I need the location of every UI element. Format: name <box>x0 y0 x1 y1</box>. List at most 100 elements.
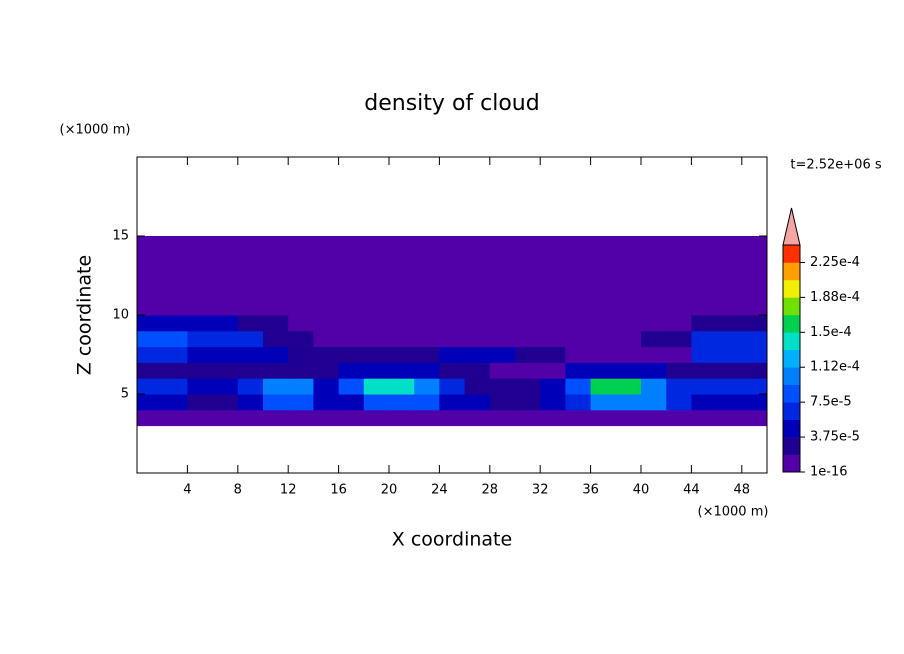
contour-cell <box>439 299 466 316</box>
contour-cell <box>464 299 491 316</box>
contour-cell <box>313 378 340 395</box>
contour-cell <box>565 236 592 253</box>
contour-cell <box>489 299 516 316</box>
x-tick-label: 44 <box>683 483 700 498</box>
contour-cell <box>615 283 642 300</box>
contour-cell <box>666 283 692 300</box>
contour-cell <box>540 283 566 300</box>
contour-cell <box>363 251 390 269</box>
contour-cell <box>615 315 642 332</box>
contour-cell <box>187 299 214 316</box>
contour-cell <box>716 346 743 363</box>
colorbar-band <box>783 402 800 420</box>
contour-cell <box>439 362 466 379</box>
contour-cell <box>666 236 692 253</box>
contour-cell <box>414 362 440 379</box>
contour-cell <box>288 330 314 348</box>
contour-cell <box>212 251 239 269</box>
x-tick-label: 12 <box>280 483 297 498</box>
contour-cell <box>741 251 768 269</box>
contour-cell <box>666 299 692 316</box>
contour-cell <box>666 267 692 284</box>
contour-cell <box>389 236 415 253</box>
contour-cell <box>263 267 289 284</box>
contour-cell <box>615 299 642 316</box>
contour-cell <box>237 236 264 253</box>
contour-cell <box>741 267 768 284</box>
contour-cell <box>590 409 617 427</box>
contour-cell <box>641 378 667 395</box>
contour-cell <box>313 251 340 269</box>
contour-cell <box>716 283 743 300</box>
contour-cell <box>162 236 188 253</box>
x-tick-label: 4 <box>183 483 191 498</box>
contour-cell <box>691 394 718 411</box>
contour-cell <box>716 267 743 284</box>
contour-cell <box>515 299 541 316</box>
x-axis-label: X coordinate <box>392 529 512 551</box>
contour-cell <box>414 378 440 395</box>
colorbar-extend <box>782 207 801 246</box>
contour-cell <box>414 394 440 411</box>
contour-cell <box>565 346 592 363</box>
contour-cell <box>615 267 642 284</box>
contour-cell <box>389 378 415 395</box>
y-axis-label: Z coordinate <box>74 255 96 375</box>
contour-cell <box>489 362 516 379</box>
contour-cell <box>464 236 491 253</box>
contour-cell <box>363 362 390 379</box>
contour-cell <box>540 251 566 269</box>
contour-cell <box>641 394 667 411</box>
contour-cell <box>263 236 289 253</box>
contour-cell <box>439 378 466 395</box>
contour-cell <box>212 315 239 332</box>
contour-cell <box>439 315 466 332</box>
contour-cell <box>489 267 516 284</box>
contour-cell <box>363 299 390 316</box>
contour-cell <box>716 251 743 269</box>
contour-cell <box>338 267 365 284</box>
contour-cell <box>237 283 264 300</box>
contour-cell <box>162 251 188 269</box>
contour-cell <box>641 346 667 363</box>
colorbar-band <box>783 419 800 438</box>
contour-cell <box>187 251 214 269</box>
contour-cell <box>716 236 743 253</box>
colorbar-tick-label: 3.75e-5 <box>810 430 860 445</box>
contour-cell <box>641 409 667 427</box>
contour-cell <box>565 378 592 395</box>
contour-cell <box>691 378 718 395</box>
contour-cell <box>187 394 214 411</box>
contour-cell <box>288 378 314 395</box>
contour-cell <box>414 315 440 332</box>
contour-cell <box>464 283 491 300</box>
contour-cell <box>540 267 566 284</box>
contour-cell <box>590 283 617 300</box>
x-unit: (×1000 m) <box>698 505 769 520</box>
contour-cell <box>691 346 718 363</box>
contour-cell <box>540 394 566 411</box>
contour-cell <box>288 283 314 300</box>
contour-cell <box>641 362 667 379</box>
contour-cell <box>439 409 466 427</box>
x-tick-label: 28 <box>482 483 499 498</box>
contour-cell <box>741 236 768 253</box>
contour-cell <box>615 378 642 395</box>
contour-cell <box>212 267 239 284</box>
contour-cell <box>187 267 214 284</box>
contour-cell <box>212 299 239 316</box>
contour-cell <box>212 409 239 427</box>
contour-cell <box>313 362 340 379</box>
contour-cell <box>515 378 541 395</box>
contour-cell <box>212 362 239 379</box>
contour-cell <box>641 267 667 284</box>
contour-cell <box>414 346 440 363</box>
contour-cell <box>338 378 365 395</box>
contour-cell <box>515 236 541 253</box>
contour-cell <box>590 299 617 316</box>
contour-cell <box>187 283 214 300</box>
contour-cell <box>615 409 642 427</box>
contour-cell <box>137 346 163 363</box>
contour-cell <box>489 283 516 300</box>
y-tick-label: 15 <box>112 229 129 244</box>
